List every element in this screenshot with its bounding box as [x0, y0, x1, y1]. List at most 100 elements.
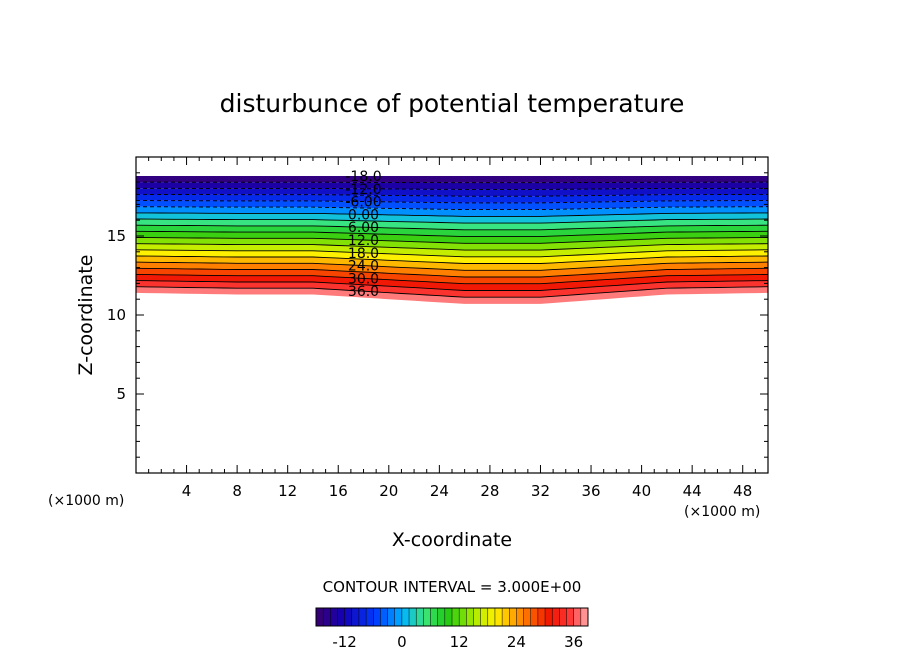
- x-tick-label: 48: [733, 482, 752, 500]
- contour-band: [136, 286, 768, 304]
- contour-label: 18.0: [348, 246, 379, 262]
- contour-line: [136, 206, 768, 211]
- x-tick-label: 16: [329, 482, 348, 500]
- colorbar-cell: [358, 608, 367, 626]
- x-tick-label: 44: [683, 482, 702, 500]
- x-tick-label: 24: [430, 482, 449, 500]
- x-unit-label-left: (×1000 m): [48, 493, 124, 509]
- contour-band: [136, 200, 768, 210]
- colorbar-cell: [480, 608, 489, 626]
- colorbar-cell: [394, 608, 403, 626]
- contour-band: [136, 188, 768, 197]
- contour-band: [136, 280, 768, 298]
- colorbar-cell: [537, 608, 546, 626]
- contour-band: [136, 176, 768, 183]
- colorbar-cell: [552, 608, 560, 626]
- contour-line: [136, 249, 768, 258]
- colorbar-tick-label: -12: [332, 633, 357, 651]
- contour-line: [136, 218, 768, 224]
- contour-line: [136, 187, 768, 190]
- chart-title: disturbunce of potential temperature: [220, 89, 685, 118]
- colorbar-cell: [530, 608, 539, 626]
- y-axis-ticks: 5 10 15: [107, 172, 768, 458]
- contour-line: [136, 237, 768, 244]
- colorbar-tick-label: 0: [397, 633, 407, 651]
- colorbar-tick-label: 24: [507, 633, 526, 651]
- x-axis-title: X-coordinate: [392, 529, 512, 551]
- contour-line: [136, 230, 768, 238]
- x-tick-label: 32: [531, 482, 550, 500]
- y-tick-label: 5: [116, 385, 126, 403]
- contour-label: -18.0: [345, 169, 381, 185]
- colorbar-cell: [351, 608, 360, 626]
- colorbar-cell: [466, 608, 474, 626]
- contour-band: [136, 268, 768, 284]
- colorbar-cell: [401, 608, 410, 626]
- colorbar-cell: [545, 608, 553, 626]
- contour-line: [136, 193, 768, 197]
- colorbar-tick-label: 12: [450, 633, 469, 651]
- colorbar-cell: [509, 608, 517, 626]
- contour-label: 36.0: [348, 284, 379, 300]
- contour-line: [136, 286, 768, 298]
- contour-line: [136, 200, 768, 204]
- contour-line: [136, 212, 768, 217]
- colorbar-frame: [315, 607, 589, 627]
- y-tick-label: 10: [107, 306, 126, 324]
- contour-line: [136, 280, 768, 291]
- colorbar-cell: [380, 608, 388, 626]
- colorbar-cell: [573, 608, 582, 626]
- colorbar-cell: [523, 608, 532, 626]
- contour-label: -12.0: [345, 182, 381, 198]
- contour-band: [136, 274, 768, 291]
- contour-line: [136, 224, 768, 231]
- colorbar-cell: [430, 608, 438, 626]
- colorbar-ticks: -12 0 12 24 36: [332, 633, 583, 651]
- contour-label: 12.0: [348, 233, 379, 249]
- x-axis-ticks: 4 8 12 16 20 24 28 32 36 40 44 48: [148, 157, 756, 500]
- colorbar: [315, 607, 589, 627]
- colorbar-cell: [337, 608, 345, 626]
- colorbar-cell: [423, 608, 431, 626]
- contour-interval-text: CONTOUR INTERVAL = 3.000E+00: [323, 578, 582, 596]
- colorbar-cell: [437, 608, 446, 626]
- contour-labels: -18.0-12.0-6.000.006.0012.018.024.030.03…: [345, 169, 381, 300]
- colorbar-cell: [444, 608, 453, 626]
- contour-label: 30.0: [348, 271, 379, 287]
- contour-band: [136, 182, 768, 190]
- colorbar-cell: [416, 608, 424, 626]
- colorbar-cell: [516, 608, 524, 626]
- contour-line: [136, 273, 768, 285]
- colorbar-cell: [473, 608, 481, 626]
- contour-band: [136, 219, 768, 230]
- colorbar-cell: [559, 608, 567, 626]
- contour-label: 6.00: [348, 220, 379, 236]
- x-tick-label: 8: [232, 482, 242, 500]
- colorbar-cell: [580, 608, 589, 626]
- colorbar-cell: [487, 608, 496, 626]
- contour-band: [136, 206, 768, 217]
- colorbar-cell: [502, 608, 510, 626]
- colorbar-cell: [566, 608, 574, 626]
- x-tick-label: 36: [581, 482, 600, 500]
- colorbar-cell: [366, 608, 374, 626]
- contour-line: [136, 261, 768, 271]
- contour-line: [136, 181, 768, 184]
- contour-lines: [136, 181, 768, 298]
- contour-label: -6.00: [345, 195, 381, 211]
- colorbar-cell: [330, 608, 338, 626]
- contour-label: 0.00: [348, 207, 379, 223]
- contour-field: [136, 176, 768, 304]
- x-tick-label: 4: [182, 482, 192, 500]
- contour-line: [136, 267, 768, 278]
- contour-band: [136, 243, 768, 257]
- colorbar-cell: [452, 608, 460, 626]
- x-tick-label: 28: [480, 482, 499, 500]
- x-tick-label: 40: [632, 482, 651, 500]
- colorbar-cell: [494, 608, 503, 626]
- x-unit-label-right: (×1000 m): [684, 504, 760, 520]
- x-tick-label: 20: [379, 482, 398, 500]
- colorbar-cell: [373, 608, 381, 626]
- colorbar-cell: [344, 608, 353, 626]
